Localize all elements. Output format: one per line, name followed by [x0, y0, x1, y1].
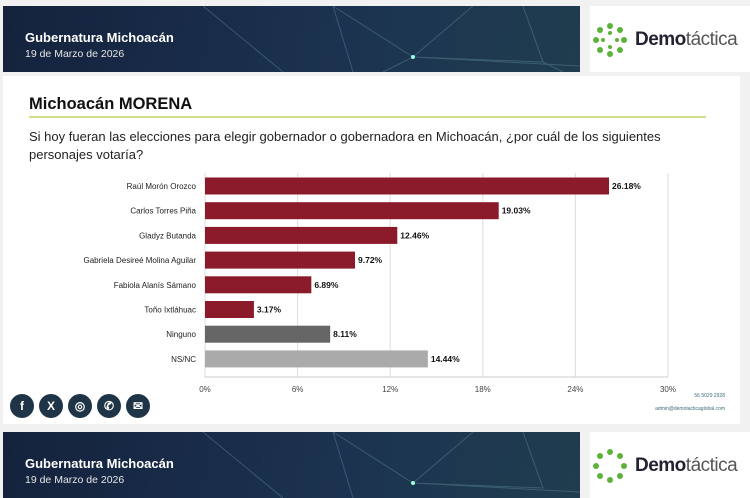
logo-mark-icon — [593, 23, 627, 57]
mail-icon[interactable]: ✉ — [126, 394, 150, 418]
tick-label: 24% — [567, 385, 583, 394]
slide-title: Michoacán MORENA — [29, 95, 193, 113]
category-label: Gladyz Butanda — [139, 231, 196, 240]
logo-mark-icon — [593, 449, 627, 483]
tick-label: 30% — [660, 385, 676, 394]
footer-date: 19 de Marzo de 2026 — [25, 474, 125, 486]
data-label: 12.46% — [400, 230, 429, 240]
category-label: Raúl Morón Orozco — [127, 182, 197, 191]
social-icons: f X ◎ ✆ ✉ — [10, 394, 150, 418]
data-label: 3.17% — [257, 305, 282, 315]
category-label: Ninguno — [166, 330, 196, 339]
tick-label: 0% — [199, 385, 211, 394]
bar — [205, 276, 312, 294]
category-label: Toño Ixtláhuac — [144, 306, 196, 315]
category-label: Fabiola Alanís Sámano — [114, 281, 197, 290]
footer-banner: Gubernatura Michoacán 19 de Marzo de 202… — [3, 432, 580, 498]
data-label: 6.89% — [314, 280, 339, 290]
bar — [205, 226, 398, 244]
brand-light: táctica — [685, 29, 738, 50]
bar — [205, 325, 331, 343]
category-label: Carlos Torres Piña — [130, 207, 196, 216]
bar — [205, 177, 610, 195]
bar — [205, 202, 499, 220]
category-label: NS/NC — [171, 355, 196, 364]
brand-bold: Demo — [635, 455, 686, 476]
data-label: 14.44% — [431, 354, 460, 364]
survey-question: Si hoy fueran las elecciones para elegir… — [29, 129, 661, 162]
facebook-icon[interactable]: f — [10, 394, 34, 418]
data-label: 8.11% — [333, 329, 357, 339]
tick-label: 12% — [382, 385, 398, 394]
header-banner: Gubernatura Michoacán 19 de Marzo de 202… — [3, 6, 580, 72]
title-rule — [29, 116, 706, 118]
tick-label: 6% — [292, 385, 304, 394]
brand-light: táctica — [685, 455, 738, 476]
data-label: 19.03% — [502, 206, 531, 216]
contact-phone: 56 5029 2928 — [694, 393, 725, 399]
instagram-icon[interactable]: ◎ — [68, 394, 92, 418]
header-date: 19 de Marzo de 2026 — [25, 48, 125, 60]
brand-logo: Demotáctica — [590, 6, 750, 72]
footer-title: Gubernatura Michoacán — [25, 456, 174, 471]
data-label: 9.72% — [358, 255, 383, 265]
bar-chart: 0% 6% 12% 18% 24% 30% Raúl Morón Orozco 26.18% C… — [84, 173, 676, 394]
header-title: Gubernatura Michoacán — [25, 30, 174, 45]
data-label: 26.18% — [612, 181, 641, 191]
bar — [205, 251, 356, 269]
category-label: Gabriela Desireé Molina Aguilar — [84, 256, 197, 265]
x-icon[interactable]: X — [39, 394, 63, 418]
bar — [205, 301, 254, 318]
phone-icon[interactable]: ✆ — [97, 394, 121, 418]
brand-bold: Demo — [635, 29, 686, 50]
bar — [205, 350, 428, 368]
contact-email: admin@demotacticaglobal.com — [655, 406, 725, 412]
footer-brand-logo: Demotáctica — [590, 432, 750, 498]
tick-label: 18% — [475, 385, 491, 394]
